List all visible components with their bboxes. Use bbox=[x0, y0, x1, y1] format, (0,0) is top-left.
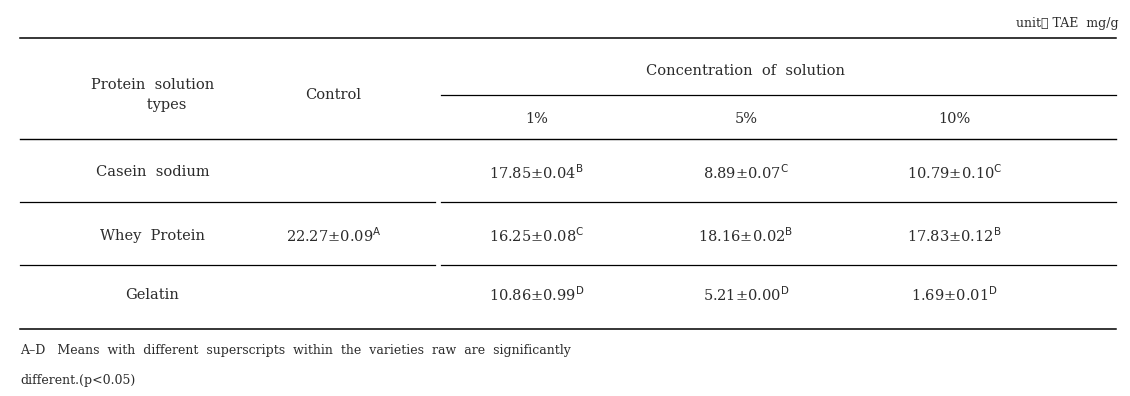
Text: 16.25±0.08$^{\mathrm{C}}$: 16.25±0.08$^{\mathrm{C}}$ bbox=[489, 226, 584, 245]
Text: 1.69±0.01$^{\mathrm{D}}$: 1.69±0.01$^{\mathrm{D}}$ bbox=[912, 286, 998, 305]
Text: 17.85±0.04$^{\mathrm{B}}$: 17.85±0.04$^{\mathrm{B}}$ bbox=[489, 163, 584, 182]
Text: A–D   Means  with  different  superscripts  within  the  varieties  raw  are  si: A–D Means with different superscripts wi… bbox=[20, 344, 572, 357]
Text: 5%: 5% bbox=[734, 112, 757, 126]
Text: 1%: 1% bbox=[525, 112, 548, 126]
Text: 5.21±0.00$^{\mathrm{D}}$: 5.21±0.00$^{\mathrm{D}}$ bbox=[703, 286, 789, 305]
Text: Whey  Protein: Whey Protein bbox=[101, 228, 205, 243]
Text: Protein  solution
      types: Protein solution types bbox=[90, 78, 215, 112]
Text: 10%: 10% bbox=[939, 112, 971, 126]
Text: 17.83±0.12$^{\mathrm{B}}$: 17.83±0.12$^{\mathrm{B}}$ bbox=[907, 226, 1002, 245]
Text: different.(p<0.05): different.(p<0.05) bbox=[20, 374, 136, 386]
Text: 10.86±0.99$^{\mathrm{D}}$: 10.86±0.99$^{\mathrm{D}}$ bbox=[489, 286, 584, 305]
Text: Control: Control bbox=[305, 88, 362, 102]
Text: Casein  sodium: Casein sodium bbox=[96, 165, 209, 179]
Text: unit： TAE  mg/g: unit： TAE mg/g bbox=[1016, 17, 1119, 30]
Text: Concentration  of  solution: Concentration of solution bbox=[646, 64, 845, 78]
Text: 18.16±0.02$^{\mathrm{B}}$: 18.16±0.02$^{\mathrm{B}}$ bbox=[698, 226, 793, 245]
Text: 22.27±0.09$^{\mathrm{A}}$: 22.27±0.09$^{\mathrm{A}}$ bbox=[286, 226, 381, 245]
Text: 8.89±0.07$^{\mathrm{C}}$: 8.89±0.07$^{\mathrm{C}}$ bbox=[703, 163, 789, 182]
Text: 10.79±0.10$^{\mathrm{C}}$: 10.79±0.10$^{\mathrm{C}}$ bbox=[907, 163, 1002, 182]
Text: Gelatin: Gelatin bbox=[125, 288, 180, 302]
